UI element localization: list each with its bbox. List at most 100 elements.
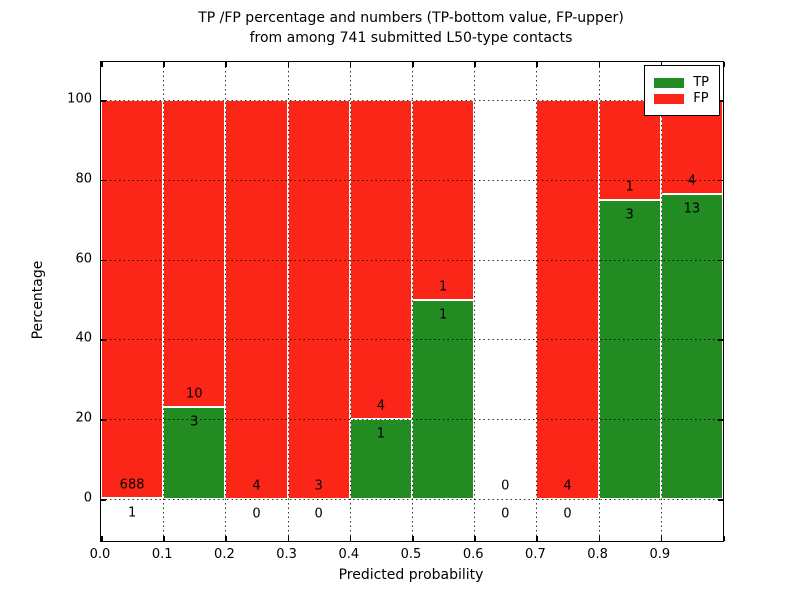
y-tick-mark-left [101, 419, 106, 421]
legend-entry: TP [654, 76, 709, 89]
gridline-vertical [598, 62, 600, 541]
legend: TP FP [644, 65, 720, 116]
legend-entry: FP [654, 92, 709, 105]
y-tick-mark-right [718, 339, 723, 341]
x-tick-label: 0.4 [338, 547, 360, 562]
bar-count-label-tp: 1 [127, 505, 137, 521]
x-tick-label: 0.5 [400, 547, 422, 562]
x-tick-mark-bottom [225, 536, 227, 541]
bar-count-label-fp: 1 [625, 179, 634, 195]
y-tick-label: 0 [83, 490, 92, 506]
bar-count-label-fp: 4 [252, 478, 261, 494]
x-tick-mark-top [474, 62, 476, 67]
fp-legend-swatch [654, 93, 685, 104]
y-tick-mark-left [101, 259, 106, 262]
chart-title: TP /FP percentage and numbers (TP-bottom… [100, 9, 722, 49]
x-tick-mark-bottom [163, 536, 165, 541]
bar-count-label-fp: 0 [501, 478, 510, 494]
gridline-vertical [349, 62, 351, 541]
x-tick-mark-top [723, 62, 725, 67]
bar-segment-fp [598, 100, 661, 200]
gridline-vertical [287, 62, 289, 541]
chart-title-line-1: TP /FP percentage and numbers (TP-bottom… [198, 10, 624, 26]
x-tick-mark-bottom [474, 536, 476, 541]
bar-count-label-fp: 688 [119, 477, 145, 493]
x-tick-mark-top [225, 62, 227, 67]
x-tick-mark-top [287, 62, 290, 67]
gridline-vertical [225, 62, 227, 541]
y-tick-label: 40 [75, 330, 92, 346]
bar-count-label-tp: 0 [314, 506, 323, 522]
x-tick-mark-top [536, 62, 538, 67]
y-tick-mark-right [718, 419, 723, 421]
y-tick-label: 20 [75, 410, 92, 426]
bar-count-label-tp: 0 [252, 506, 261, 522]
x-tick-mark-bottom [287, 536, 290, 541]
chart-title-line-2: from among 741 submitted L50-type contac… [249, 29, 573, 46]
bar-segment-tp [412, 299, 475, 499]
bar-count-label-tp: 3 [625, 207, 634, 223]
bar-segment-fp [163, 100, 226, 407]
y-tick-label: 80 [75, 171, 92, 187]
bar-count-label-tp: 1 [438, 307, 448, 322]
y-tick-mark-right [718, 259, 723, 262]
bar-segment-fp [287, 100, 350, 499]
legend-label: FP [693, 91, 709, 106]
bar-count-label-fp: 4 [376, 398, 386, 414]
bar-segment-tp [598, 199, 661, 499]
x-tick-mark-bottom [349, 536, 352, 541]
x-tick-mark-top [163, 62, 165, 67]
y-tick-mark-right [718, 100, 723, 102]
x-tick-mark-top [349, 62, 352, 67]
y-tick-label: 100 [67, 91, 92, 107]
bar-count-label-tp: 1 [376, 426, 386, 442]
y-tick-mark-left [101, 179, 106, 182]
gridline-vertical [660, 62, 662, 541]
bar-segment-fp [536, 100, 599, 499]
bar-segment-fp [101, 100, 164, 499]
bar-count-label-fp: 4 [563, 478, 572, 494]
bar-count-label-fp: 3 [314, 478, 323, 494]
bar-segment-fp [412, 100, 475, 300]
x-tick-mark-top [660, 62, 663, 67]
x-tick-mark-top [598, 62, 601, 67]
plot-area: TP FP 688 1 10 3 4 0 3 0 4 1 1 1 0 0 4 0 1 3 4 13 [100, 61, 725, 542]
x-tick-mark-bottom [598, 536, 601, 541]
bar-count-label-fp: 10 [186, 386, 203, 402]
bar-count-label-tp: 0 [501, 506, 510, 522]
x-tick-label: 0.7 [525, 547, 546, 562]
gridline-vertical [536, 62, 538, 541]
y-tick-mark-right [718, 179, 723, 182]
bar-count-label-fp: 1 [438, 279, 448, 294]
bar-segment-fp [225, 100, 288, 499]
bar-count-label-tp: 3 [190, 414, 199, 430]
x-tick-mark-top [101, 62, 103, 67]
bar-count-label-tp: 13 [683, 201, 701, 217]
x-tick-label: 0.3 [276, 547, 297, 562]
tp-legend-swatch [654, 77, 685, 88]
x-tick-mark-bottom [412, 536, 414, 541]
y-axis-label: Percentage [30, 260, 46, 340]
y-tick-mark-left [101, 499, 106, 501]
x-tick-mark-top [412, 62, 414, 67]
x-tick-label: 0.6 [462, 547, 484, 562]
gridline-vertical [412, 62, 413, 541]
bar-count-label-tp: 0 [563, 506, 572, 522]
x-tick-label: 0.1 [151, 547, 173, 562]
x-tick-mark-bottom [660, 536, 663, 541]
legend-label: TP [693, 75, 709, 90]
y-tick-mark-left [101, 100, 106, 102]
y-tick-mark-right [718, 499, 723, 501]
x-tick-label: 0.9 [649, 547, 671, 562]
y-tick-mark-left [101, 339, 106, 341]
bar-count-label-fp: 4 [687, 173, 697, 189]
bar-segment-tp [163, 406, 226, 499]
x-tick-mark-bottom [723, 536, 725, 541]
x-tick-label: 0.8 [587, 547, 608, 562]
x-axis-label: Predicted probability [338, 567, 484, 583]
bar-segment-tp [660, 193, 723, 499]
x-tick-mark-bottom [536, 536, 538, 541]
x-tick-label: 0.0 [89, 547, 111, 562]
y-tick-label: 60 [75, 251, 92, 267]
